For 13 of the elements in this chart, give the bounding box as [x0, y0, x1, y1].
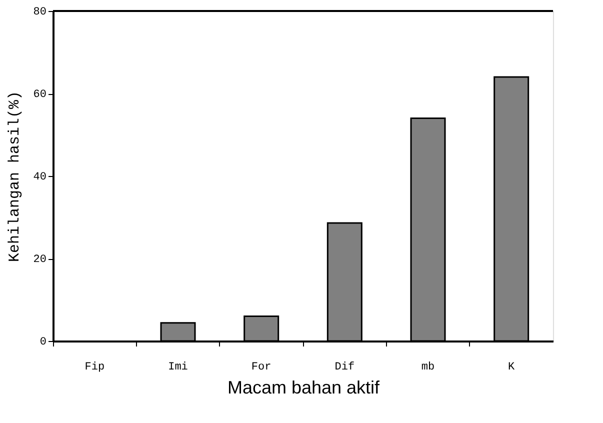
y-axis-title: Kehilangan hasil(%)	[6, 90, 24, 262]
y-tick-label: 20	[33, 254, 46, 266]
x-tick-label: mb	[421, 362, 435, 374]
x-tick-label: Fip	[84, 362, 105, 374]
y-tick-label: 40	[33, 172, 46, 184]
y-tick-label: 80	[33, 6, 46, 18]
x-tick-label: Imi	[168, 362, 188, 374]
y-tick-label: 60	[33, 89, 46, 101]
x-tick-label: Dif	[334, 362, 355, 374]
x-axis-title: Macam bahan aktif	[227, 378, 381, 398]
x-tick-label: For	[251, 362, 272, 374]
y-tick-label: 0	[40, 336, 46, 348]
x-tick-label: K	[508, 362, 516, 374]
